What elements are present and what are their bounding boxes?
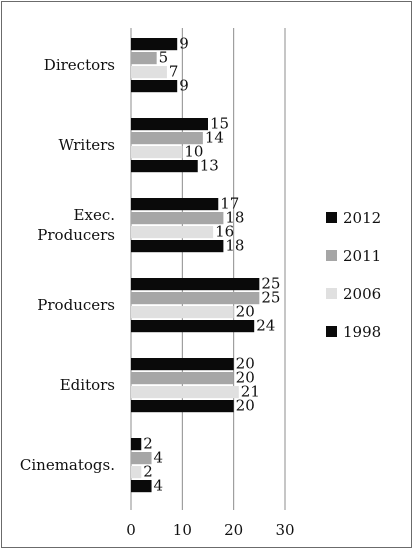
data-label: 4 (154, 477, 164, 495)
data-label: 18 (225, 209, 244, 227)
data-label: 25 (261, 275, 280, 293)
x-tick-label: 10 (173, 521, 192, 539)
legend-label: 1998 (343, 323, 381, 341)
x-tick-label: 30 (275, 521, 294, 539)
category-label-line: Cinematogs. (20, 456, 115, 474)
bar (131, 438, 142, 451)
category-label: Writers (59, 136, 115, 154)
bar (131, 278, 260, 291)
data-label: 16 (215, 223, 234, 241)
bar (131, 80, 178, 93)
legend-label: 2012 (343, 209, 381, 227)
legend-swatch (326, 288, 337, 299)
bar (131, 38, 178, 51)
data-label: 20 (236, 303, 255, 321)
bar (131, 146, 183, 159)
bar (131, 466, 142, 479)
data-label: 20 (236, 355, 255, 373)
data-label: 25 (261, 289, 280, 307)
category-label: Exec. Producers (37, 206, 115, 244)
category-label-line: Producers (37, 226, 115, 244)
data-label: 21 (241, 383, 260, 401)
legend-swatch (326, 326, 337, 337)
bar (131, 66, 167, 79)
bar (131, 226, 214, 239)
category-label: Producers (37, 296, 115, 314)
data-label: 10 (184, 143, 203, 161)
bar (131, 452, 152, 465)
category-label-line: Exec. (74, 206, 115, 224)
bar (131, 132, 203, 145)
category-label: Cinematogs. (20, 456, 115, 474)
data-label: 9 (179, 77, 189, 95)
data-label: 14 (205, 129, 224, 147)
legend-swatch (326, 250, 337, 261)
bar (131, 306, 234, 319)
data-label: 17 (220, 195, 239, 213)
data-label: 20 (236, 397, 255, 415)
category-label-line: Directors (44, 56, 115, 74)
bar (131, 240, 224, 253)
data-label: 13 (200, 157, 219, 175)
bar (131, 400, 234, 413)
data-label: 18 (225, 237, 244, 255)
bar (131, 320, 255, 333)
data-label: 7 (169, 63, 179, 81)
data-label: 5 (159, 49, 169, 67)
bar (131, 160, 198, 173)
legend-label: 2006 (343, 285, 381, 303)
x-tick-label: 0 (126, 521, 136, 539)
bar (131, 480, 152, 493)
data-label: 2 (143, 435, 153, 453)
bar (131, 358, 234, 371)
category-label-line: Producers (37, 296, 115, 314)
data-label: 9 (179, 35, 189, 53)
legend-label: 2011 (343, 247, 381, 265)
bar (131, 198, 219, 211)
x-tick-label: 20 (224, 521, 243, 539)
category-label: Directors (44, 56, 115, 74)
bar (131, 292, 260, 305)
bar (131, 118, 208, 131)
data-label: 4 (154, 449, 164, 467)
data-label: 15 (210, 115, 229, 133)
bar (131, 212, 224, 225)
data-label: 24 (256, 317, 275, 335)
data-label: 2 (143, 463, 153, 481)
legend-swatch (326, 212, 337, 223)
category-label-line: Writers (59, 136, 115, 154)
category-label: Editors (60, 376, 115, 394)
category-label-line: Editors (60, 376, 115, 394)
bar (131, 386, 239, 399)
bar (131, 52, 157, 65)
data-label: 20 (236, 369, 255, 387)
bar (131, 372, 234, 385)
